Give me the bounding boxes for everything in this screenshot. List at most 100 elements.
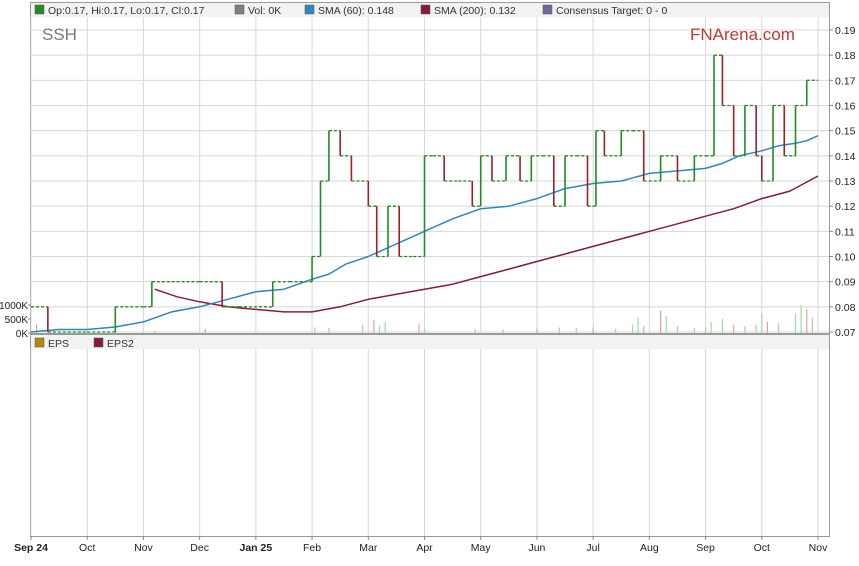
volume-bar [794,313,797,333]
y-axis: 0.19 0.18 0.17 0.16 0.15 0.14 0.13 0.12 0.11 0.10… [829,25,856,339]
x-tick-label: Sep [696,542,715,554]
sma60-line [30,135,819,333]
eps-legend-strip [31,335,829,349]
y-tick-label: 0.11 [835,226,855,238]
y-tick-label: 0.08 [835,302,856,314]
x-tick-label: Mar [359,542,378,554]
volume-bar [721,319,724,333]
ticker-label: SSH [42,25,77,44]
grid-layer [30,17,829,536]
header-legend: Op:0.17, Hi:0.17, Lo:0.17, Cl:0.17 Vol: … [34,4,667,17]
eps-panel-frame [30,334,830,537]
sma60-swatch [304,4,315,15]
x-tick-label: Dec [190,542,209,554]
volume-bar [778,323,780,333]
volume-bar [615,328,617,333]
x-tick-label: May [471,542,492,554]
volume-bar [676,326,679,333]
volume-bar [373,319,375,333]
y-tick-label: 0.12 [835,201,856,213]
eps2-swatch [93,337,104,348]
volume-tick-label: 500K [5,315,29,326]
volume-tick-label: 1000K [0,301,28,312]
y-tick-label: 0.13 [835,176,856,188]
x-tick-label: Aug [640,542,659,554]
sma200-line [154,175,819,313]
volume-bar [800,305,802,333]
brand-label: FNArena.com [690,25,795,44]
sma200-swatch [420,4,431,15]
price-panel-frame [30,2,830,334]
volume-bar [536,328,538,333]
x-tick-label: Oct [754,542,770,554]
consensus-swatch [542,4,553,15]
x-axis: Sep 24 Oct Nov Dec Jan 25 Feb Mar Apr May Jun Jul A… [14,536,828,554]
volume-bar [693,328,695,333]
ohlc-label: Op:0.17, Hi:0.17, Lo:0.17, Cl:0.17 [48,5,205,17]
volume-bar [660,310,662,333]
sma60-layer [30,135,819,333]
sma200-layer [154,175,819,313]
eps2-label: EPS2 [107,338,134,350]
x-tick-label: Sep 24 [14,542,48,554]
volume-bar [766,321,769,333]
volume-tick-label: 0K [16,329,29,340]
volume-bar [643,326,645,333]
x-tick-label: Feb [303,542,321,554]
volume-bar [806,309,808,333]
volume-bar [592,327,594,333]
volume-bar [154,330,156,333]
volume-axis: 1000K 500K 0K [0,301,31,340]
volume-bar [204,328,206,333]
vol-swatch [234,4,245,15]
volume-bar [558,327,561,333]
x-tick-label: Jan 25 [240,542,273,554]
volume-bar [314,327,316,333]
y-tick-label: 0.19 [835,25,856,37]
volume-bar [761,313,763,333]
x-tick-label: Nov [134,542,153,554]
volume-bar [637,317,639,333]
volume-bar [418,324,420,333]
y-tick-label: 0.09 [835,277,856,289]
volume-bar [733,324,735,333]
volume-bar [575,328,577,333]
volume-bar [328,327,330,333]
x-tick-label: Jul [586,542,599,554]
y-tick-label: 0.10 [835,252,856,264]
x-tick-label: Nov [809,542,828,554]
volume-layer [36,305,813,333]
vol-label: Vol: 0K [248,5,281,17]
volume-bar [631,324,634,333]
volume-bar [378,326,381,333]
volume-bar [744,326,746,333]
volume-bar [474,328,476,333]
price-layer [31,54,818,333]
x-tick-label: Apr [416,542,433,554]
y-tick-label: 0.14 [835,151,856,163]
volume-bar [710,321,712,333]
volume-bar [36,324,38,333]
y-tick-label: 0.07 [835,327,856,339]
x-tick-label: Oct [79,542,95,554]
y-tick-label: 0.16 [835,101,856,113]
y-tick-label: 0.18 [835,50,856,62]
volume-bar [755,324,757,333]
y-tick-label: 0.17 [835,75,856,87]
eps-legend: EPS EPS2 [34,337,134,350]
volume-bar [502,329,504,333]
volume-bar [384,322,386,333]
consensus-label: Consensus Target: 0 - 0 [556,5,667,17]
volume-bar [423,328,426,333]
volume-bar [362,324,364,333]
ohlc-swatch [34,4,45,15]
volume-bar [704,327,707,333]
eps-label: EPS [48,338,69,350]
volume-bar [811,317,813,333]
y-tick-label: 0.15 [835,126,856,138]
x-tick-label: Jun [528,542,545,554]
eps-swatch [34,337,45,348]
volume-bar [665,316,667,333]
sma200-label: SMA (200): 0.132 [434,5,516,17]
